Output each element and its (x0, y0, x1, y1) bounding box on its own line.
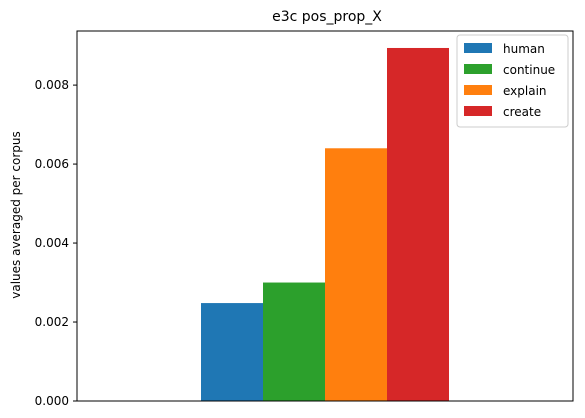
y-tick-label: 0.004 (35, 236, 69, 250)
legend-box (456, 34, 569, 128)
bars-group (201, 47, 449, 401)
y-axis-label: values averaged per corpus (9, 131, 23, 299)
legend-swatch-continue (464, 64, 492, 74)
y-tick-label: 0.006 (35, 157, 69, 171)
legend-swatch-create (464, 106, 492, 116)
legend-label-continue: continue (503, 63, 555, 77)
legend-label-explain: explain (503, 84, 547, 98)
bar-create (387, 47, 449, 401)
legend: human continue explain create (456, 34, 569, 128)
bar-explain (325, 148, 387, 401)
y-tick-label: 0.008 (35, 78, 69, 92)
y-axis-ticks: 0.000 0.002 0.004 0.006 0.008 (35, 78, 77, 408)
legend-swatch-explain (464, 85, 492, 95)
y-tick-label: 0.002 (35, 315, 69, 329)
legend-swatch-human (464, 43, 492, 53)
legend-label-create: create (503, 105, 541, 119)
bar-continue (263, 282, 325, 401)
chart-title: e3c pos_prop_X (272, 9, 382, 25)
legend-label-human: human (503, 42, 545, 56)
plot-frame (76, 30, 574, 402)
y-tick-label: 0.000 (35, 394, 69, 408)
bar-human (201, 303, 263, 401)
